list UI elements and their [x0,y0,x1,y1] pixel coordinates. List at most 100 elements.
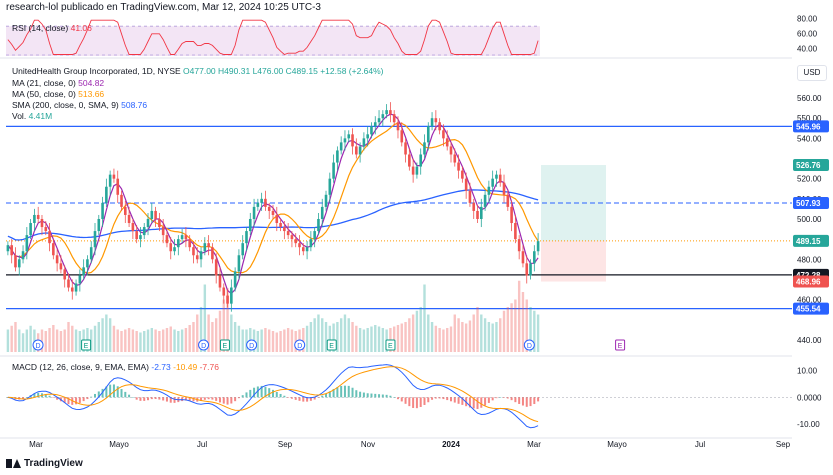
candle-body [146,218,150,228]
macd-histogram-bar [101,388,104,398]
volume-bar [63,329,66,352]
macd-histogram-bar [385,394,388,398]
volume-bar [203,284,207,352]
candle-body [59,263,63,270]
macd-histogram-bar [336,387,339,398]
volume-bar [362,329,366,352]
macd-histogram-bar [33,393,36,398]
macd-histogram-bar [264,386,267,398]
candle-body [483,194,487,207]
volume-bar [491,323,494,352]
x-axis-label-8: Jul [695,440,705,449]
macd-histogram-bar [97,391,100,398]
macd-histogram-bar [203,397,206,400]
candle-body [131,223,135,232]
macd-histogram-bar [283,395,286,398]
macd-histogram-bar [404,397,407,404]
earnings-marker [326,339,337,351]
volume-bar [59,331,63,352]
macd-histogram-bar [306,397,309,402]
macd-histogram-bar [313,397,316,400]
macd-histogram-bar [328,391,331,398]
macd-histogram-bar [503,397,506,398]
macd-histogram-bar [434,397,437,399]
tradingview-brand: TradingView [24,458,83,469]
volume-bar [392,326,396,352]
macd-histogram-bar [533,397,536,405]
volume-bar [211,322,214,352]
price-tag-bg-5 [793,275,829,288]
candle-body [70,287,74,292]
macd-histogram-bar [188,397,191,401]
candle-body [112,174,116,179]
candle-body [336,150,339,163]
candle-body [199,251,203,260]
candle-body [286,231,290,236]
candle-body [498,174,502,183]
volume-bar [400,323,403,352]
candle-body [161,227,165,236]
macd-histogram-bar [468,397,471,408]
macd-histogram-bar [419,397,422,407]
x-axis-label-9: Sep [776,440,791,449]
candle-body [63,269,67,280]
candle-body [305,247,309,252]
volume-bar [116,329,119,352]
candle-body [301,247,305,252]
price-axis-tick-8: 560.00 [797,94,822,103]
volume-bar [237,325,241,352]
macd-histogram-bar [461,397,464,405]
candle-body [173,247,176,252]
earnings-marker-label: E [618,343,623,350]
volume-bar [408,318,411,352]
candle-body [283,227,286,232]
volume-bar [25,329,29,352]
candle-body [218,275,222,288]
volume-bar [218,310,222,352]
candle-body [230,287,233,304]
candle-body [226,295,229,304]
volume-bar [472,314,475,352]
candle-body [510,206,513,224]
volume-bar [48,328,51,352]
volume-bar [374,325,377,352]
currency-button[interactable]: USD [797,65,827,81]
macd-histogram-bar [253,387,256,398]
volume-bar [97,322,100,352]
macd-axis-tick-2: -10.00 [797,420,820,429]
macd-histogram-bar [131,397,134,398]
macd-histogram-bar [75,397,78,405]
volume-bar [283,329,286,352]
candle-body [449,146,453,155]
volume-bar [158,331,161,352]
macd-histogram-bar [476,397,479,409]
macd-histogram-bar [112,384,115,398]
candle-body [154,210,157,219]
candle-body [320,206,324,219]
macd-histogram-bar [169,397,172,403]
volume-value: 4.41M [28,111,53,121]
macd-histogram-bar [222,397,225,404]
macd-histogram-bar [355,390,358,398]
sma200-legend: SMA (200, close, 0, SMA, 9) 508.76 [12,100,147,110]
macd-histogram-bar [340,385,343,398]
volume-bar [139,332,142,352]
candle-body [245,231,248,244]
earnings-marker [81,339,92,351]
volume-bar [317,314,320,352]
macd-histogram-bar [389,395,392,398]
macd-histogram-bar [56,397,59,400]
candle-body [457,162,460,171]
macd-histogram-bar [63,397,66,403]
macd-histogram-bar [491,397,494,401]
volume-bar [180,329,184,352]
macd-histogram-bar [230,397,233,404]
candle-body [67,279,70,288]
candle-body [184,235,188,240]
macd-histogram-bar [192,397,195,402]
candle-body [479,206,483,219]
volume-bar [67,322,70,352]
candle-body [415,166,419,175]
volume-bar [6,329,10,352]
